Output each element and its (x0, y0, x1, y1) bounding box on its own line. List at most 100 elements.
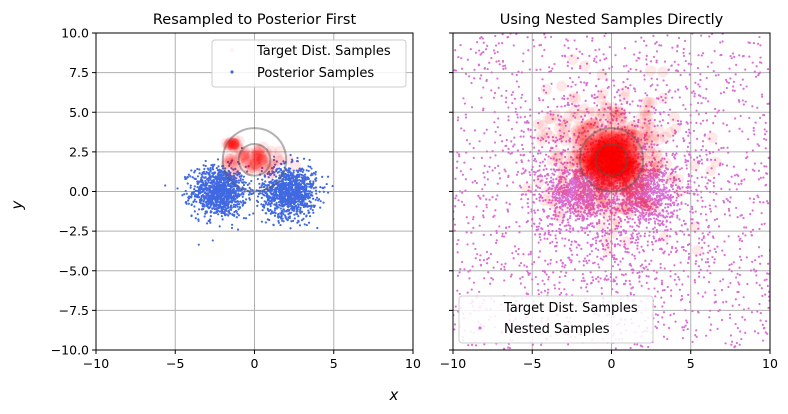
sample-point (597, 263, 600, 266)
sample-point (733, 89, 736, 92)
sample-point (549, 233, 552, 237)
sample-point (514, 250, 518, 253)
sample-point (764, 293, 767, 296)
sample-point (602, 53, 605, 56)
sample-point (285, 210, 288, 213)
target-point (228, 137, 240, 149)
sample-point (656, 314, 660, 317)
sample-point (485, 198, 488, 201)
sample-point (708, 152, 712, 155)
sample-point (746, 155, 749, 158)
sample-point (211, 168, 215, 171)
sample-point (605, 255, 608, 258)
sample-point (696, 176, 699, 180)
sample-point (725, 123, 728, 127)
sample-point (563, 44, 566, 47)
sample-point (311, 173, 314, 176)
sample-point (595, 239, 598, 242)
sample-point (536, 283, 539, 286)
sample-point (314, 189, 318, 192)
sample-point (498, 225, 501, 228)
sample-point (767, 272, 770, 275)
sample-point (641, 126, 644, 129)
sample-point (300, 203, 303, 206)
sample-point (551, 67, 554, 70)
sample-point (517, 70, 520, 73)
sample-point (527, 273, 530, 277)
sample-point (713, 301, 716, 304)
sample-point (728, 214, 731, 217)
sample-point (232, 196, 235, 199)
y-tick-label: −7.5 (59, 303, 89, 318)
sample-point (220, 181, 223, 184)
sample-point (216, 191, 219, 195)
sample-point (682, 245, 685, 249)
sample-point (503, 279, 506, 282)
sample-point (494, 154, 497, 157)
sample-point (673, 209, 676, 212)
sample-point (729, 334, 733, 337)
sample-point (508, 225, 511, 228)
sample-point (211, 198, 214, 201)
sample-point (724, 342, 727, 345)
sample-point (738, 343, 741, 346)
sample-point (287, 169, 290, 172)
sample-point (654, 108, 657, 112)
sample-point (283, 193, 287, 196)
sample-point (596, 125, 599, 129)
sample-point (543, 48, 546, 52)
sample-point (590, 250, 594, 253)
sample-point (237, 200, 240, 204)
sample-point (279, 207, 282, 210)
sample-point (591, 276, 594, 279)
sample-point (706, 233, 710, 236)
sample-point (321, 175, 324, 178)
sample-point (222, 184, 226, 187)
sample-point (249, 192, 252, 195)
sample-point (756, 143, 759, 146)
target-point (227, 141, 239, 153)
sample-point (206, 187, 209, 191)
sample-point (576, 108, 580, 112)
sample-point (753, 70, 756, 73)
sample-point (316, 226, 319, 230)
sample-point (197, 243, 200, 246)
sample-point (290, 161, 293, 164)
sample-point (474, 344, 478, 347)
sample-point (298, 192, 302, 195)
target-point (260, 148, 272, 160)
sample-point (212, 194, 215, 197)
sample-point (472, 242, 475, 245)
sample-point (701, 145, 704, 148)
sample-point (717, 148, 720, 151)
sample-point (627, 86, 630, 90)
sample-point (267, 176, 270, 179)
sample-point (645, 354, 647, 356)
sample-point (592, 262, 595, 265)
sample-point (529, 173, 532, 177)
sample-point (214, 211, 217, 214)
sample-point (634, 40, 637, 43)
sample-point (741, 130, 744, 133)
sample-point (668, 89, 671, 92)
sample-point (502, 235, 506, 238)
sample-point (661, 316, 664, 319)
sample-point (278, 174, 281, 177)
sample-point (538, 199, 541, 202)
sample-point (560, 115, 563, 118)
sample-point (752, 129, 755, 132)
sample-point (303, 223, 306, 226)
sample-point (709, 207, 712, 211)
sample-point (289, 172, 293, 175)
sample-point (581, 273, 584, 276)
sample-point (702, 119, 705, 122)
sample-point (293, 203, 296, 206)
sample-point (674, 320, 677, 323)
sample-point (638, 280, 641, 283)
sample-point (214, 191, 217, 194)
sample-point (207, 168, 210, 171)
sample-point (522, 167, 525, 170)
sample-point (685, 319, 688, 322)
sample-point (231, 213, 234, 216)
sample-point (261, 166, 264, 170)
